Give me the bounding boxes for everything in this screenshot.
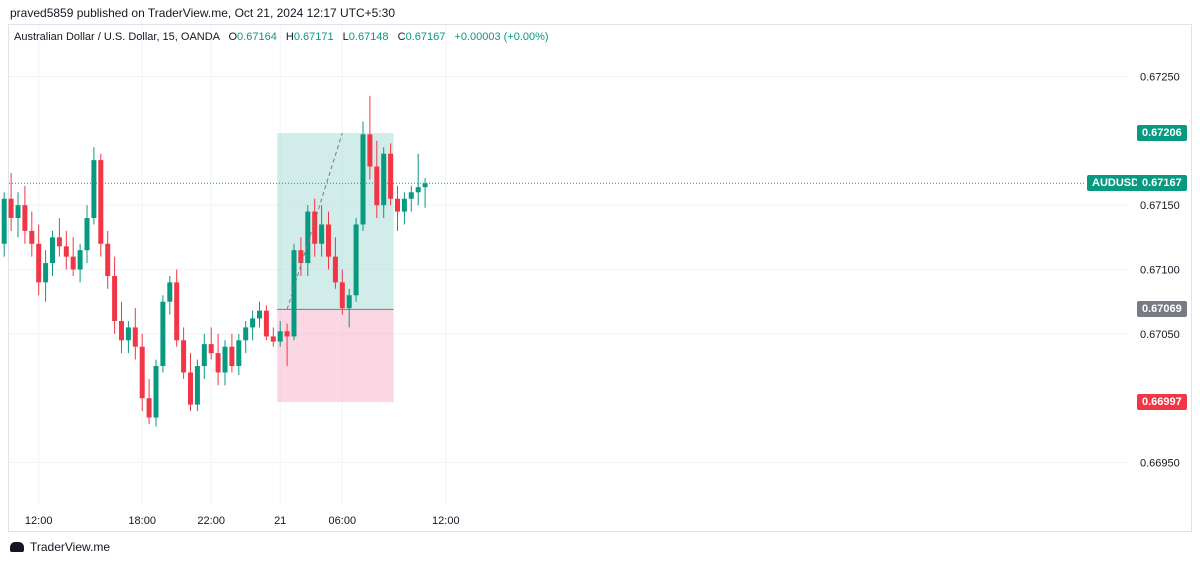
candle-body (119, 320, 124, 341)
x-tick-label: 12:00 (25, 515, 53, 527)
candle-body (319, 224, 325, 244)
candle-body (153, 366, 159, 418)
stop-price-tag: 0.66997 (1137, 394, 1187, 411)
candle-body (98, 160, 104, 244)
x-tick-label: 22:00 (197, 515, 225, 527)
candle-body (353, 224, 359, 296)
open-label: O (228, 31, 238, 43)
candle-body (277, 331, 283, 342)
open-value: 0.67164 (237, 31, 277, 43)
candle-body (415, 187, 421, 193)
candle-body (105, 243, 111, 276)
footer: TraderView.me (10, 540, 110, 554)
x-tick-label: 06:00 (329, 515, 357, 527)
y-tick-label: 0.67100 (1140, 265, 1180, 277)
current-price-tag: 0.67167 (1137, 175, 1187, 192)
candle-body (160, 301, 166, 367)
y-tick-label: 0.67050 (1140, 329, 1180, 341)
candle-body (8, 198, 14, 219)
candle-body (263, 310, 269, 337)
candle-body (326, 224, 331, 257)
candle-body (381, 153, 387, 206)
candle-body (63, 246, 69, 257)
candle-body (243, 327, 249, 341)
candle-body (222, 346, 228, 373)
candle-body (367, 134, 373, 167)
candle-body (146, 398, 152, 418)
candle-body (194, 366, 200, 405)
candle-body (1, 198, 7, 244)
candle-body (77, 250, 83, 270)
candle-body (22, 205, 28, 231)
candle-body (339, 282, 345, 309)
candle-body (91, 160, 97, 219)
low-label: L (342, 31, 349, 43)
candle-body (422, 183, 428, 188)
tradingview-logo-icon (10, 542, 24, 552)
x-tick-label: 12:00 (432, 515, 460, 527)
candle-body (291, 250, 297, 337)
candle-body (257, 310, 262, 319)
candle-body (56, 237, 62, 247)
candle-body (215, 353, 221, 373)
chart-frame (8, 24, 1192, 532)
candle-body (229, 346, 235, 367)
candle-body (401, 198, 407, 212)
x-tick-label: 21 (274, 515, 286, 527)
y-tick-label: 0.67150 (1140, 200, 1180, 212)
low-value: 0.67148 (348, 31, 389, 43)
footer-brand: TraderView.me (30, 540, 111, 554)
candle-body (270, 336, 276, 342)
candle-body (84, 218, 90, 251)
target-price-tag: 0.67206 (1137, 125, 1187, 142)
candle-body (139, 346, 145, 399)
candle-body (312, 211, 318, 244)
high-label: H (285, 31, 294, 43)
candle-body (374, 166, 380, 206)
candle-body (43, 263, 49, 283)
candle-body (395, 198, 400, 212)
candle-body (305, 211, 311, 264)
x-tick-label: 18:00 (128, 515, 156, 527)
publish-info: praved5859 published on TraderView.me, O… (10, 6, 396, 20)
candle-body (112, 275, 118, 321)
candle-body (298, 250, 304, 264)
candle-body (236, 340, 242, 367)
symbol-price-label: AUDUSD (1087, 175, 1145, 192)
change-value: +0.00003 (+0.00%) (454, 31, 549, 43)
candle-body (250, 318, 256, 328)
y-tick-label: 0.66950 (1140, 458, 1180, 470)
candle-body (132, 327, 138, 347)
candle-body (181, 340, 187, 373)
candle-body (388, 153, 394, 199)
candle-body (408, 192, 414, 199)
entry-price-tag: 0.67069 (1137, 301, 1187, 318)
candle-body (36, 243, 42, 283)
candle-body (125, 327, 131, 341)
high-value: 0.67171 (293, 31, 334, 43)
symbol-legend: Australian Dollar / U.S. Dollar, 15, OAN… (14, 31, 549, 43)
close-value: 0.67167 (405, 31, 446, 43)
candle-body (174, 282, 180, 341)
candle-body (346, 295, 352, 309)
candle-body (167, 282, 173, 302)
loss-zone (277, 309, 394, 403)
symbol-title: Australian Dollar / U.S. Dollar, 15, OAN… (14, 31, 220, 43)
candle-body (70, 256, 76, 270)
y-tick-label: 0.67250 (1140, 71, 1180, 83)
candle-body (15, 205, 21, 219)
candle-body (50, 237, 55, 264)
candle-body (201, 344, 207, 367)
candle-body (208, 344, 214, 354)
candle-body (284, 331, 290, 337)
close-label: C (397, 31, 406, 43)
candle-body (188, 372, 193, 405)
candle-body (360, 134, 366, 225)
candle-body (332, 256, 338, 283)
position-trend-line (286, 132, 343, 310)
candle-body (29, 230, 35, 244)
